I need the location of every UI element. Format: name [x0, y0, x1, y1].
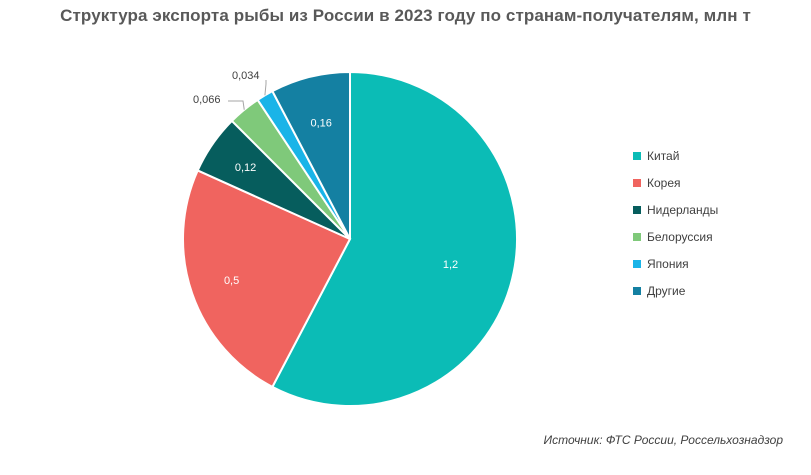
legend-swatch [633, 232, 641, 241]
legend-label: Китай [647, 148, 680, 163]
legend-item-другие: Другие [633, 277, 718, 304]
data-label-корея: 0,5 [224, 275, 239, 287]
legend-label: Белоруссия [647, 229, 713, 244]
data-label-япония: 0,034 [232, 70, 260, 82]
source-note: Источник: ФТС России, Россельхознадзор [543, 433, 783, 447]
pie-slice-другие [271, 70, 351, 240]
legend-swatch [633, 286, 641, 295]
legend-label: Корея [647, 175, 681, 190]
legend-label: Нидерланды [647, 202, 719, 217]
data-label-белоруссия: 0,066 [193, 94, 221, 106]
data-label-китай: 1,2 [443, 259, 458, 271]
chart-title: Структура экспорта рыбы из России в 2023… [60, 6, 751, 25]
legend-item-япония: Япония [633, 250, 718, 277]
leader-line-белоруссия [228, 100, 245, 110]
legend-item-нидерланды: Нидерланды [633, 196, 718, 223]
legend-swatch [633, 205, 641, 214]
legend: Китай Корея Нидерланды Белоруссия Япония Друг… [633, 142, 718, 304]
legend-swatch [633, 259, 641, 268]
legend-item-корея: Корея [633, 169, 718, 196]
leader-line-япония [264, 80, 267, 96]
legend-item-китай: Китай [633, 142, 718, 169]
pie-slice-китай [271, 70, 518, 407]
legend-swatch [633, 151, 641, 160]
legend-label: Япония [647, 256, 689, 271]
pie-slice-корея [182, 169, 352, 389]
data-label-нидерланды: 0,12 [235, 162, 256, 174]
legend-label: Другие [647, 283, 686, 298]
legend-swatch [633, 178, 641, 187]
data-label-другие: 0,16 [311, 117, 332, 129]
legend-item-белоруссия: Белоруссия [633, 223, 718, 250]
